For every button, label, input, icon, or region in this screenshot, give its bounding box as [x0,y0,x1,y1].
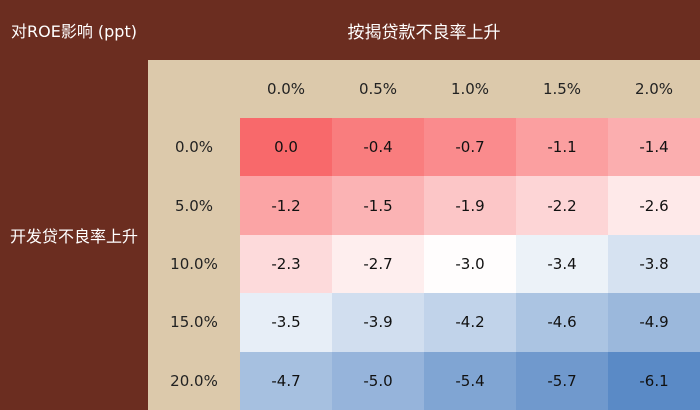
heatmap-cell: -6.1 [608,351,700,410]
heatmap-cell: -3.4 [516,234,608,294]
column-header: 1.5% [542,80,582,98]
row-header: 5.0% [174,196,214,215]
heatmap-cell: -5.7 [516,351,608,410]
heatmap-cell: -2.6 [608,176,700,235]
heatmap-cell: -1.4 [608,118,700,177]
column-header: 2.0% [634,80,674,98]
column-header-band [148,60,700,118]
heatmap-cell: -1.5 [332,176,424,235]
heatmap-cell: -1.1 [516,118,608,177]
heatmap-cell: -3.9 [332,293,424,352]
heatmap-cell: 0.0 [240,118,332,177]
heatmap-cell: -1.9 [424,176,516,235]
heatmap-cell: -5.0 [332,351,424,410]
row-header: 10.0% [170,254,218,273]
row-axis-title: 开发贷不良率上升 [0,60,148,410]
heatmap-cell: -2.2 [516,176,608,235]
heatmap-cell: -0.4 [332,118,424,177]
row-header: 0.0% [174,138,214,157]
row-header: 15.0% [170,313,218,332]
column-header: 1.0% [450,80,490,98]
heatmap-cell: -2.3 [240,234,332,294]
heatmap-cell: -1.2 [240,176,332,235]
heatmap-cell: -0.7 [424,118,516,177]
row-header: 20.0% [170,371,218,390]
column-header: 0.5% [358,80,398,98]
heatmap-cell: -3.0 [424,234,516,294]
heatmap-cell: -3.8 [608,234,700,294]
heatmap-cell: -2.7 [332,234,424,294]
corner-label: 对ROE影响 (ppt) [0,0,148,60]
heatmap-cell: -4.2 [424,293,516,352]
column-header: 0.0% [266,80,306,98]
heatmap-cell: -5.4 [424,351,516,410]
heatmap-cell: -3.5 [240,293,332,352]
heatmap-cell: -4.7 [240,351,332,410]
heatmap-cell: -4.6 [516,293,608,352]
heatmap-cell: -4.9 [608,293,700,352]
row-header-band [148,118,240,410]
column-axis-title: 按揭贷款不良率上升 [148,0,700,60]
